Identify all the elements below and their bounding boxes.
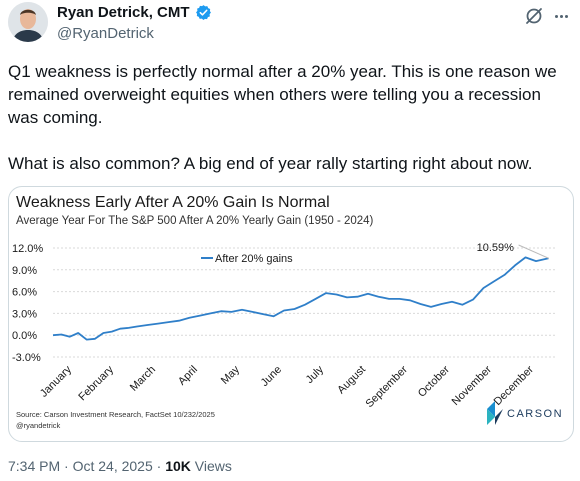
y-tick-label: 12.0% [12, 243, 43, 255]
y-tick-label: 3.0% [12, 308, 37, 320]
x-tick-label: February [76, 363, 116, 403]
x-tick-label: December [492, 363, 537, 408]
tweet-views-label: Views [194, 458, 232, 474]
author-handle[interactable]: @RyanDetrick [57, 25, 154, 42]
series-line-after-20-gains [52, 256, 549, 341]
end-value-label: 10.59% [477, 242, 515, 254]
tweet-views-count: 10K [165, 458, 191, 474]
carson-wordmark: CARSON [507, 408, 563, 420]
y-tick-label: 9.0% [12, 265, 37, 277]
tweet-date[interactable]: Oct 24, 2025 [72, 458, 153, 474]
chart-title: Weakness Early After A 20% Gain Is Norma… [16, 194, 330, 211]
chart-source: Source: Carson Investment Research, Fact… [16, 410, 215, 419]
grok-button[interactable] [524, 6, 544, 26]
x-tick-label: September [363, 363, 410, 410]
grok-icon [526, 8, 542, 24]
author-name[interactable]: Ryan Detrick, CMT [57, 4, 212, 21]
x-tick-label: January [38, 363, 75, 400]
tweet-time[interactable]: 7:34 PM [8, 458, 61, 474]
x-tick-label: July [304, 363, 327, 386]
y-tick-label: -3.0% [12, 352, 41, 364]
x-tick-label: November [450, 363, 495, 408]
x-tick-label: April [176, 364, 200, 388]
tweet-text: Q1 weakness is perfectly normal after a … [8, 62, 557, 173]
x-tick-label: August [335, 364, 368, 397]
chart-subtitle: Average Year For The S&P 500 After A 20%… [16, 215, 374, 227]
tweet-meta: 7:34 PM · Oct 24, 2025 · 10K Views [8, 458, 232, 474]
more-icon [554, 14, 558, 18]
y-tick-label: 6.0% [12, 287, 37, 299]
verified-badge-icon [195, 5, 211, 20]
end-label-leader [518, 244, 549, 259]
legend-label: After 20% gains [215, 253, 293, 265]
more-button[interactable] [551, 6, 571, 26]
y-tick-label: 0.0% [12, 330, 37, 342]
carson-logo [487, 401, 503, 425]
tweet-media-chart[interactable]: Weakness Early After A 20% Gain Is Norma… [8, 186, 574, 442]
avatar[interactable] [8, 2, 48, 42]
author-display-name[interactable]: Ryan Detrick, CMT [57, 4, 190, 21]
x-tick-label: May [219, 363, 243, 387]
avatar-image [8, 2, 48, 42]
x-tick-label: June [259, 364, 284, 389]
x-tick-label: October [416, 363, 452, 399]
chart: Weakness Early After A 20% Gain Is Norma… [12, 194, 563, 430]
chart-credit: @ryandetrick [16, 421, 61, 430]
x-tick-label: March [128, 364, 158, 394]
